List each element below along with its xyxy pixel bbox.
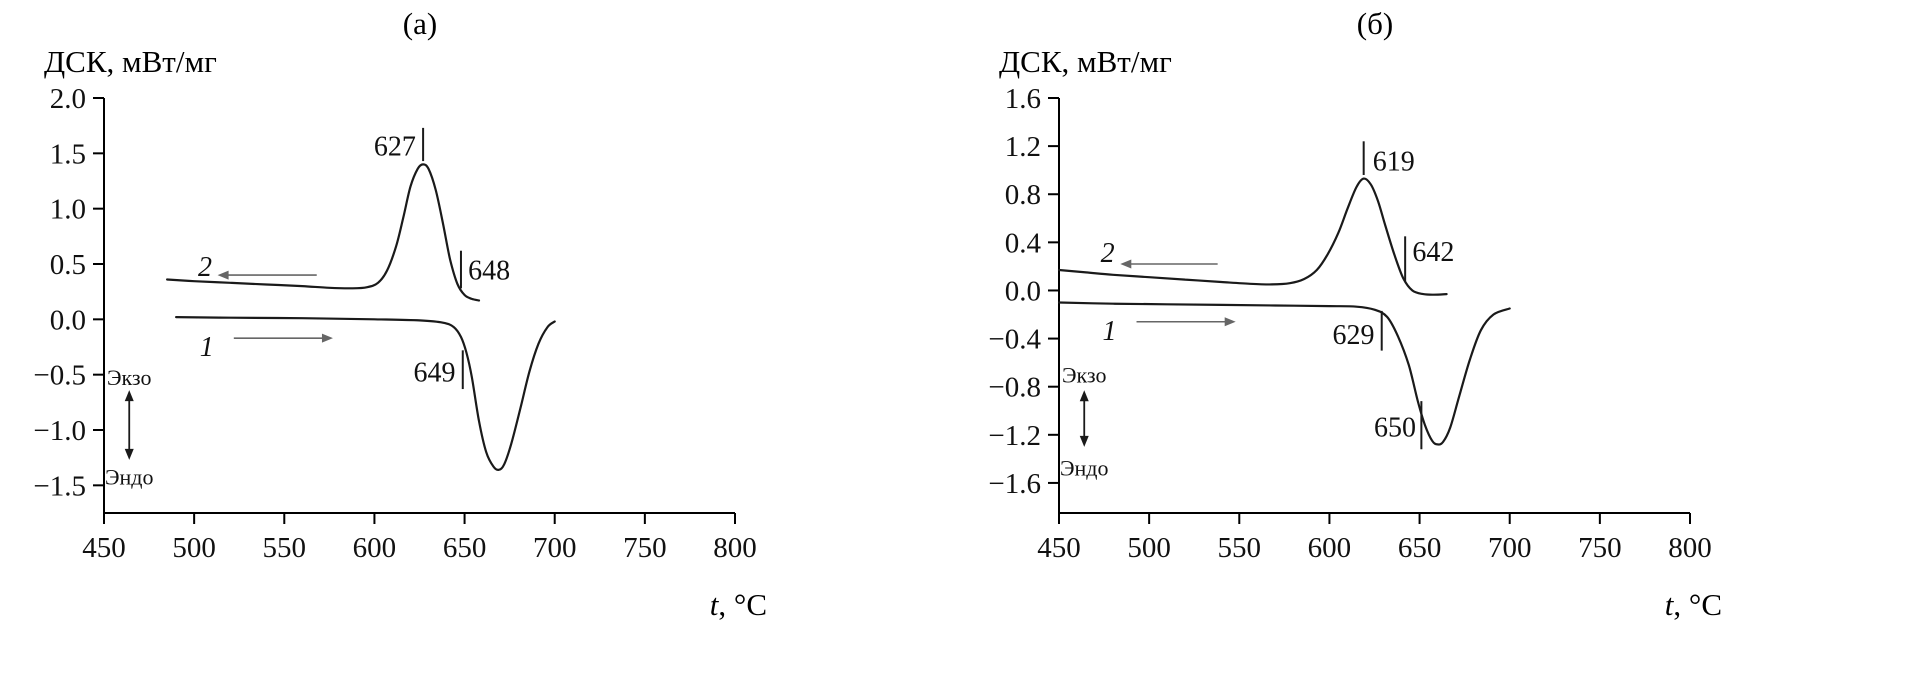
panel-a-x-axis-title: t, °C bbox=[0, 587, 767, 623]
panel-a: (а) ДСК, мВт/мг 2.0 1.5 1.0 0.5 0.0 −0.5 −1.0 −… bbox=[0, 0, 955, 623]
x-tick-label: 550 bbox=[263, 532, 307, 564]
y-tick-label: −1.6 bbox=[988, 468, 1041, 500]
y-tick-label: −1.5 bbox=[33, 470, 86, 502]
panel-a-title: (а) bbox=[402, 6, 438, 41]
y-tick-label: 1.2 bbox=[1005, 131, 1041, 163]
x-tick-label: 800 bbox=[713, 532, 757, 564]
x-tick-label: 700 bbox=[1488, 532, 1532, 564]
panel-b-y-axis-title: ДСК, мВт/мг bbox=[999, 44, 1172, 79]
x-axis-symbol: t bbox=[709, 587, 719, 622]
annotation-650: 650 bbox=[1374, 412, 1416, 443]
annotation-648: 648 bbox=[468, 256, 510, 287]
y-tick-label: −1.0 bbox=[33, 415, 86, 447]
curve-1 bbox=[175, 316, 556, 471]
x-axis-symbol: t bbox=[1664, 587, 1674, 622]
annotation-627: 627 bbox=[374, 132, 416, 163]
y-tick-label: 0.0 bbox=[1005, 275, 1041, 307]
direction-arrowhead bbox=[1224, 317, 1236, 327]
endo-arrowhead-down bbox=[124, 448, 134, 460]
dsc-figure: (а) ДСК, мВт/мг 2.0 1.5 1.0 0.5 0.0 −0.5 −1.0 −… bbox=[0, 0, 1910, 623]
exo-arrowhead-up bbox=[1079, 390, 1089, 402]
curve-label-2: 2 bbox=[198, 252, 212, 283]
panel-b-chart: 1.6 1.2 0.8 0.4 0.0 −0.4 −0.8 −1.2 −1.6 450 500 550… bbox=[988, 86, 1712, 564]
panel-a-y-axis-title: ДСК, мВт/мг bbox=[44, 44, 217, 79]
curve-2 bbox=[166, 163, 481, 302]
y-tick-label: 0.8 bbox=[1005, 179, 1041, 211]
x-tick-label: 600 bbox=[1308, 532, 1352, 564]
y-tick-label: −1.2 bbox=[988, 420, 1041, 452]
annotation-619: 619 bbox=[1373, 147, 1415, 178]
exo-arrowhead-up bbox=[124, 390, 134, 402]
endo-label: Эндо bbox=[105, 464, 154, 489]
panel-b-title: (б) bbox=[1356, 6, 1394, 41]
x-axis-unit: , °C bbox=[718, 587, 767, 622]
panel-b: (б) ДСК, мВт/мг 1.6 1.2 0.8 0.4 0.0 −0.4 −0.8 −… bbox=[955, 0, 1910, 623]
y-tick-label: −0.5 bbox=[33, 360, 86, 392]
curve-label-2: 2 bbox=[1101, 238, 1115, 269]
x-tick-label: 650 bbox=[1398, 532, 1442, 564]
x-tick-label: 500 bbox=[172, 532, 216, 564]
annotation-642: 642 bbox=[1412, 237, 1454, 268]
exo-label: Экзо bbox=[1062, 363, 1106, 388]
y-tick-label: 0.0 bbox=[50, 304, 86, 336]
x-tick-label: 800 bbox=[1668, 532, 1712, 564]
curve-label-1: 1 bbox=[1102, 316, 1116, 347]
y-tick-label: 1.6 bbox=[1005, 86, 1041, 115]
x-tick-label: 650 bbox=[443, 532, 487, 564]
x-tick-label: 450 bbox=[82, 532, 126, 564]
curve-1 bbox=[1057, 301, 1511, 446]
curve-2 bbox=[1057, 177, 1448, 296]
x-tick-label: 700 bbox=[533, 532, 577, 564]
x-axis-unit: , °C bbox=[1673, 587, 1722, 622]
y-tick-label: 1.0 bbox=[50, 194, 86, 226]
panel-b-x-axis-title: t, °C bbox=[955, 587, 1722, 623]
x-tick-label: 500 bbox=[1127, 532, 1171, 564]
panel-a-chart: 2.0 1.5 1.0 0.5 0.0 −0.5 −1.0 −1.5 450 500 550 600 6… bbox=[33, 86, 757, 564]
y-tick-label: 0.5 bbox=[50, 249, 86, 281]
direction-arrowhead bbox=[321, 333, 333, 343]
y-tick-label: 1.5 bbox=[50, 138, 86, 170]
y-tick-label: 2.0 bbox=[50, 86, 86, 115]
x-tick-label: 600 bbox=[353, 532, 397, 564]
curve-label-1: 1 bbox=[200, 332, 214, 363]
direction-arrowhead bbox=[1120, 259, 1132, 269]
endo-arrowhead-down bbox=[1079, 435, 1089, 447]
annotation-629: 629 bbox=[1333, 320, 1375, 351]
x-tick-label: 550 bbox=[1218, 532, 1262, 564]
direction-arrowhead bbox=[217, 270, 229, 280]
annotation-649: 649 bbox=[414, 357, 456, 388]
x-tick-label: 750 bbox=[1578, 532, 1622, 564]
x-tick-label: 750 bbox=[623, 532, 667, 564]
y-tick-label: −0.4 bbox=[988, 324, 1041, 356]
x-tick-label: 450 bbox=[1037, 532, 1081, 564]
exo-label: Экзо bbox=[107, 365, 151, 390]
y-tick-label: 0.4 bbox=[1005, 227, 1042, 259]
endo-label: Эндо bbox=[1060, 455, 1109, 480]
y-tick-label: −0.8 bbox=[988, 372, 1041, 404]
